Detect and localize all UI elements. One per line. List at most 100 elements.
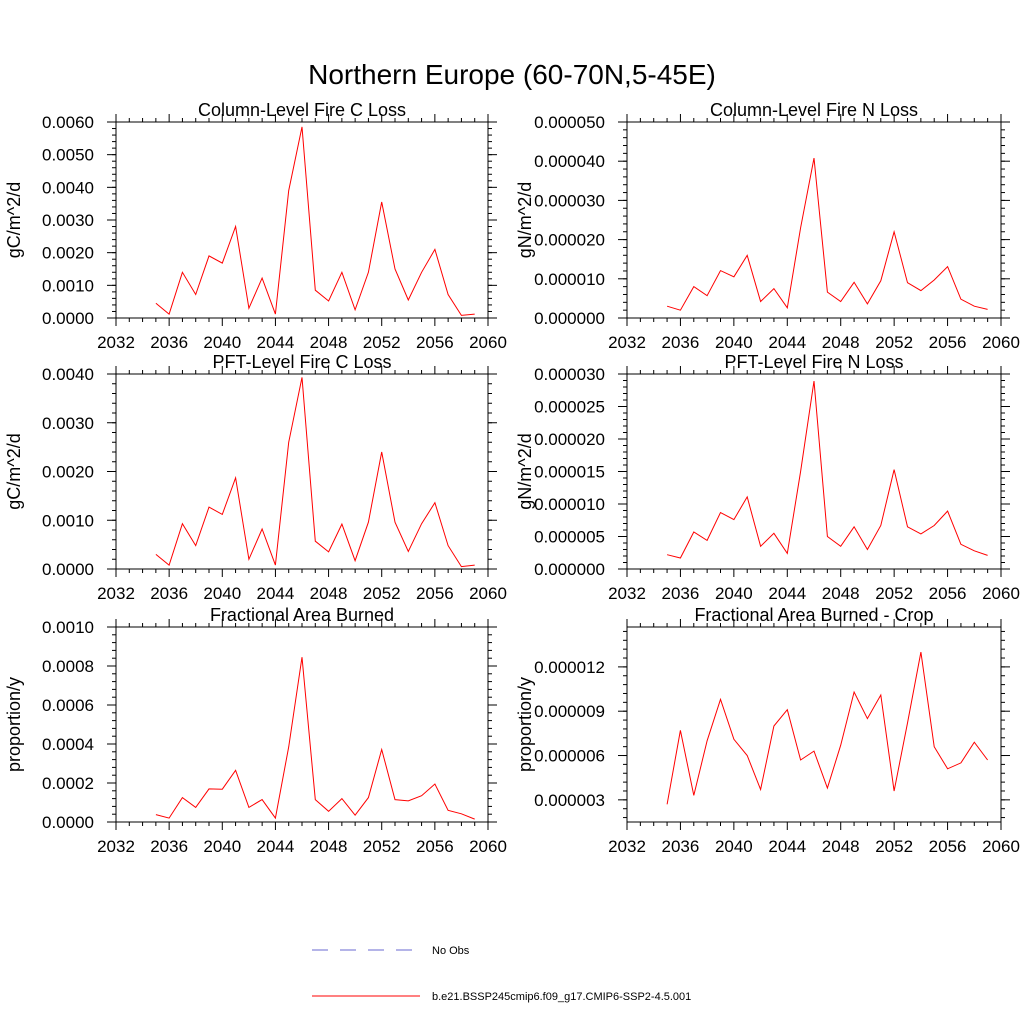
y-tick-label: 0.0010 (42, 618, 94, 637)
x-tick-label: 2032 (97, 584, 135, 603)
x-tick-label: 2040 (203, 584, 241, 603)
x-tick-label: 2040 (715, 333, 753, 352)
x-tick-label: 2032 (608, 333, 646, 352)
panel-grid: Column-Level Fire C Loss gC/m^2/d 2032 2036… (4, 100, 1020, 856)
y-axis-label: proportion/y (515, 677, 535, 772)
x-tick-label: 2056 (929, 584, 967, 603)
y-tick-label: 0.0010 (42, 511, 94, 530)
y-axis-label: proportion/y (4, 677, 24, 772)
x-tick-label: 2052 (875, 837, 913, 856)
series-line (155, 126, 475, 316)
chart-panel: Column-Level Fire N Loss gN/m^2/d 2032 2036… (515, 100, 1020, 352)
x-tick-label: 2060 (982, 584, 1020, 603)
x-tick-label: 2052 (363, 837, 401, 856)
x-tick-label: 2036 (662, 837, 700, 856)
x-tick-label: 2036 (150, 837, 188, 856)
x-tick-label: 2032 (608, 837, 646, 856)
x-tick-label: 2032 (608, 584, 646, 603)
y-tick-label: 0.000015 (534, 463, 605, 482)
x-tick-label: 2056 (416, 837, 454, 856)
series-line (666, 381, 988, 559)
y-tick-label: 0.0040 (42, 178, 94, 197)
legend-label: b.e21.BSSP245cmip6.f09_g17.CMIP6-SSP2-4.… (432, 991, 691, 1003)
x-tick-label: 2048 (310, 333, 348, 352)
x-tick-label: 2052 (363, 333, 401, 352)
series-line (666, 158, 988, 311)
y-axis-label: gN/m^2/d (515, 182, 535, 258)
y-tick-label: 0.0000 (42, 560, 94, 579)
y-tick-label: 0.000005 (534, 528, 605, 547)
x-tick-label: 2060 (469, 333, 507, 352)
chart-panel: PFT-Level Fire N Loss gN/m^2/d 2032 2036 204… (515, 352, 1020, 603)
y-axis-label: gC/m^2/d (4, 433, 24, 509)
y-tick-label: 0.000020 (534, 430, 605, 449)
x-tick-label: 2060 (469, 584, 507, 603)
x-tick-label: 2048 (822, 333, 860, 352)
x-tick-label: 2032 (97, 333, 135, 352)
y-tick-label: 0.000030 (534, 365, 605, 384)
chart-panel: Fractional Area Burned - Crop proportion/… (515, 605, 1020, 856)
series-line (155, 657, 475, 820)
x-tick-label: 2036 (662, 584, 700, 603)
panel-title: Column-Level Fire N Loss (710, 100, 918, 120)
x-tick-label: 2040 (715, 584, 753, 603)
x-tick-label: 2032 (97, 837, 135, 856)
chart-panel: Column-Level Fire C Loss gC/m^2/d 2032 2036… (4, 100, 507, 352)
y-tick-label: 0.000012 (534, 658, 605, 677)
y-tick-label: 0.000006 (534, 747, 605, 766)
y-axis-label: gC/m^2/d (4, 182, 24, 258)
y-tick-label: 0.0020 (42, 244, 94, 263)
x-tick-label: 2048 (822, 837, 860, 856)
legend-label: No Obs (432, 945, 470, 957)
y-tick-label: 0.0008 (42, 657, 94, 676)
x-tick-label: 2044 (257, 584, 295, 603)
panel-title: PFT-Level Fire N Loss (724, 352, 903, 372)
x-tick-label: 2048 (310, 584, 348, 603)
y-tick-label: 0.0000 (42, 309, 94, 328)
series-line (155, 377, 475, 568)
x-tick-label: 2052 (875, 333, 913, 352)
y-tick-label: 0.0030 (42, 211, 94, 230)
x-tick-label: 2044 (768, 837, 806, 856)
x-tick-label: 2036 (150, 333, 188, 352)
x-tick-label: 2044 (768, 333, 806, 352)
y-tick-label: 0.0020 (42, 463, 94, 482)
chart-panel: Fractional Area Burned proportion/y 2032 20… (4, 605, 507, 856)
x-tick-label: 2040 (203, 837, 241, 856)
panel-title: Column-Level Fire C Loss (198, 100, 406, 120)
y-tick-label: 0.0040 (42, 365, 94, 384)
y-tick-label: 0.0010 (42, 276, 94, 295)
y-tick-label: 0.000010 (534, 270, 605, 289)
y-tick-label: 0.000003 (534, 791, 605, 810)
series-line (666, 652, 989, 805)
y-tick-label: 0.000030 (534, 191, 605, 210)
y-tick-label: 0.0004 (42, 735, 94, 754)
x-tick-label: 2048 (822, 584, 860, 603)
y-tick-label: 0.0006 (42, 696, 94, 715)
x-tick-label: 2060 (469, 837, 507, 856)
x-tick-label: 2056 (416, 333, 454, 352)
x-tick-label: 2052 (875, 584, 913, 603)
y-tick-label: 0.0060 (42, 113, 94, 132)
x-tick-label: 2056 (929, 837, 967, 856)
figure-title: Northern Europe (60-70N,5-45E) (308, 59, 716, 90)
x-tick-label: 2036 (662, 333, 700, 352)
y-tick-label: 0.000000 (534, 560, 605, 579)
chart-panel: PFT-Level Fire C Loss gC/m^2/d 2032 2036 204… (4, 352, 507, 603)
x-tick-label: 2044 (768, 584, 806, 603)
y-tick-label: 0.0000 (42, 813, 94, 832)
x-tick-label: 2048 (310, 837, 348, 856)
x-tick-label: 2052 (363, 584, 401, 603)
x-tick-label: 2036 (150, 584, 188, 603)
y-tick-label: 0.000050 (534, 113, 605, 132)
y-tick-label: 0.0030 (42, 414, 94, 433)
y-axis-label: gN/m^2/d (515, 433, 535, 509)
y-tick-label: 0.0050 (42, 146, 94, 165)
y-tick-label: 0.000000 (534, 309, 605, 328)
panel-title: Fractional Area Burned - Crop (694, 605, 933, 625)
x-tick-label: 2060 (982, 837, 1020, 856)
y-tick-label: 0.000025 (534, 398, 605, 417)
y-tick-label: 0.0002 (42, 774, 94, 793)
panel-title: PFT-Level Fire C Loss (212, 352, 391, 372)
